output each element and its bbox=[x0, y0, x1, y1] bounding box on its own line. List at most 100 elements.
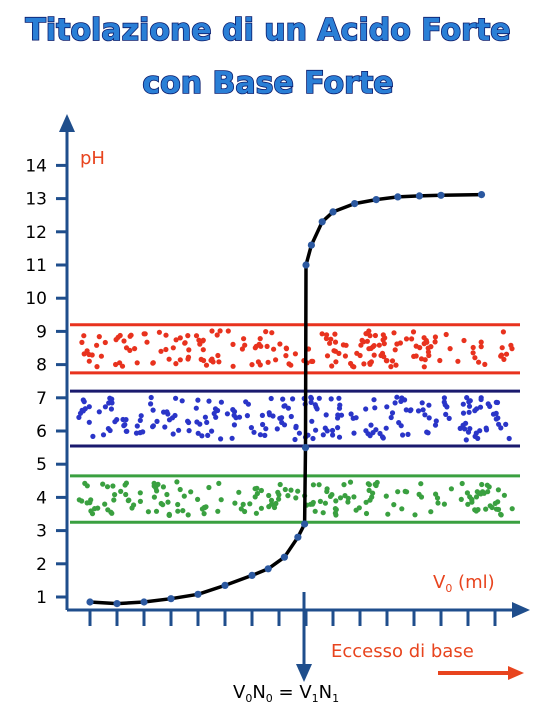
red-band-dot bbox=[381, 341, 387, 347]
y-tick-label: 1 bbox=[36, 588, 47, 608]
blue-band-dot bbox=[328, 396, 334, 402]
blue-band-dot bbox=[259, 412, 265, 418]
blue-band-dot bbox=[251, 429, 257, 435]
blue-band-dot bbox=[493, 399, 499, 405]
green-band-dot bbox=[252, 494, 258, 500]
red-band-dot bbox=[115, 334, 121, 340]
blue-band-dot bbox=[186, 428, 192, 434]
green-band-dot bbox=[137, 490, 143, 496]
blue-band-dot bbox=[426, 415, 432, 421]
blue-band-dot bbox=[506, 435, 512, 442]
red-band-dot bbox=[269, 330, 275, 336]
green-band-dot bbox=[475, 507, 481, 513]
blue-band-dot bbox=[405, 431, 411, 437]
blue-band-dot bbox=[195, 430, 201, 436]
green-band-dots bbox=[76, 479, 515, 519]
blue-band-dot bbox=[140, 429, 146, 435]
blue-band-dot bbox=[170, 431, 176, 437]
blue-band-dot bbox=[229, 435, 235, 441]
green-band-dot bbox=[215, 508, 221, 514]
red-band-dot bbox=[283, 353, 289, 359]
red-band-dot bbox=[432, 339, 438, 345]
red-band-dot bbox=[217, 328, 223, 334]
titration-point bbox=[248, 571, 256, 580]
blue-band-dot bbox=[262, 432, 268, 438]
green-band-dot bbox=[195, 496, 201, 502]
blue-band-dot bbox=[483, 427, 490, 433]
green-band-dot bbox=[493, 506, 500, 512]
titration-point bbox=[307, 241, 315, 249]
red-band-dot bbox=[366, 346, 372, 352]
green-band-dot bbox=[464, 490, 470, 496]
red-band-dot bbox=[359, 337, 365, 343]
green-band-dot bbox=[110, 483, 116, 489]
green-band-dot bbox=[166, 511, 172, 517]
blue-band-dot bbox=[244, 413, 250, 419]
red-band-dot bbox=[292, 351, 298, 357]
blue-band-dot bbox=[335, 425, 341, 431]
green-band-dot bbox=[206, 484, 212, 491]
titration-point bbox=[394, 193, 402, 201]
blue-band-dot bbox=[120, 416, 126, 423]
red-band-dot bbox=[319, 331, 325, 337]
y-tick-label: 5 bbox=[36, 455, 47, 475]
red-band-dot bbox=[499, 345, 505, 351]
red-band-dot bbox=[81, 333, 87, 339]
blue-band-dot bbox=[498, 425, 504, 431]
blue-band-dot bbox=[466, 403, 473, 409]
red-band-dot bbox=[508, 342, 514, 348]
blue-band-dot bbox=[478, 396, 484, 403]
blue-band-dot bbox=[173, 395, 179, 401]
green-band-dot bbox=[160, 484, 166, 490]
titration-point bbox=[301, 520, 309, 528]
blue-band-dot bbox=[148, 394, 154, 401]
blue-band-dot bbox=[266, 410, 272, 416]
titration-curve-line bbox=[88, 192, 484, 606]
blue-band-dot bbox=[150, 424, 156, 430]
red-band-dot bbox=[332, 331, 338, 337]
red-band-dot bbox=[421, 364, 427, 370]
blue-band-dot bbox=[172, 412, 178, 419]
red-band-dot bbox=[500, 329, 506, 335]
red-band bbox=[70, 323, 520, 375]
red-band-dot bbox=[327, 340, 333, 346]
red-band-dot bbox=[230, 363, 236, 369]
blue-band-dot bbox=[408, 407, 414, 413]
blue-band-dot bbox=[112, 419, 118, 425]
green-band-dot bbox=[373, 482, 379, 489]
blue-band-dot bbox=[290, 396, 296, 402]
green-band-dot bbox=[277, 481, 283, 488]
green-band-dot bbox=[174, 479, 180, 485]
red-band-dot bbox=[277, 341, 283, 347]
blue-band-dot bbox=[313, 427, 319, 433]
blue-band-dot bbox=[446, 415, 452, 421]
red-band-dot bbox=[249, 362, 255, 368]
titration-point bbox=[318, 218, 326, 226]
blue-band-dot bbox=[314, 406, 320, 412]
green-band-dot bbox=[218, 497, 224, 503]
blue-band-dot bbox=[274, 426, 280, 432]
blue-band-dot bbox=[443, 411, 449, 417]
green-band-dot bbox=[337, 495, 344, 501]
green-band-dot bbox=[175, 508, 181, 514]
green-band-dot bbox=[102, 501, 108, 507]
red-band-dot bbox=[242, 342, 248, 348]
red-band-dot bbox=[263, 329, 269, 335]
blue-band-dot bbox=[383, 425, 389, 431]
green-band-dot bbox=[509, 506, 515, 512]
blue-band-dot bbox=[268, 395, 274, 402]
titration-curve-layer bbox=[86, 191, 486, 608]
red-band-dot bbox=[182, 340, 188, 346]
red-band-dot bbox=[403, 336, 410, 342]
green-band-dot bbox=[317, 498, 323, 504]
blue-band-dot bbox=[384, 404, 390, 410]
green-band-dot bbox=[435, 500, 441, 506]
blue-band-dot bbox=[308, 399, 314, 405]
green-band-dot bbox=[105, 507, 111, 513]
y-tick-label: 2 bbox=[36, 555, 47, 575]
green-band-dot bbox=[123, 491, 129, 498]
red-band-dot bbox=[363, 331, 369, 337]
blue-band-dot bbox=[389, 410, 396, 416]
blue-band-dot bbox=[323, 412, 329, 418]
